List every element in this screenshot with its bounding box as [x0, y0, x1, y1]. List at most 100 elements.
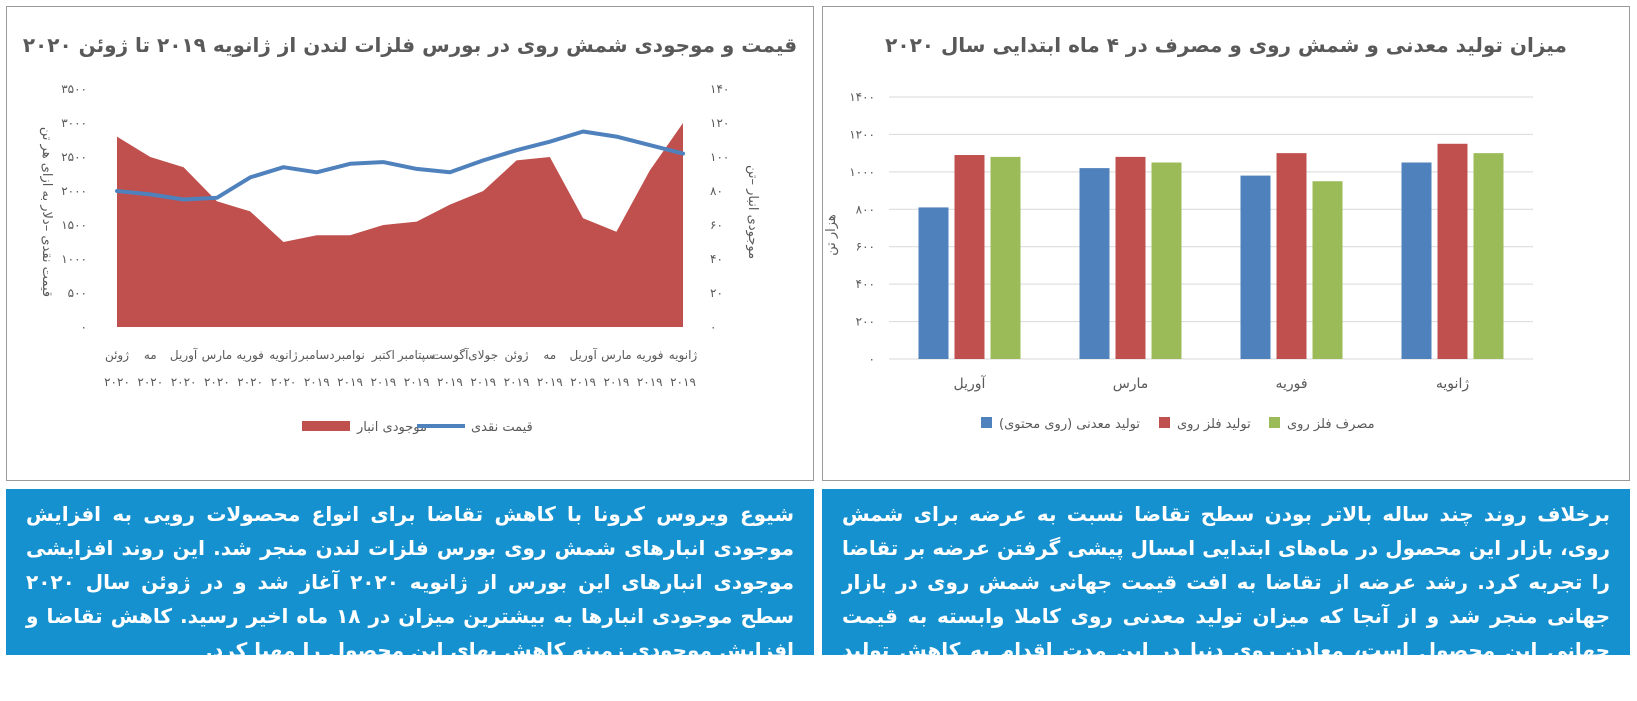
x-category-label: فوریه — [1275, 376, 1307, 392]
left-y-tick-label: ۲۰۰۰ — [61, 184, 87, 198]
legend-swatch-mine — [981, 417, 992, 428]
x-tick-year-label: ۲۰۱۹ — [670, 375, 696, 389]
x-tick-month-label: ژانویه — [669, 348, 698, 363]
left-chart-area-series — [117, 123, 683, 327]
bar-consumption — [1151, 162, 1182, 359]
legend-label-consumption: مصرف فلز روی — [1287, 417, 1375, 432]
left-axis-title-right: موجودی انبار –تن — [745, 165, 760, 259]
right-y-tick-label: ۱۰۰ — [710, 150, 729, 164]
x-tick-month-label: آگوست — [431, 347, 469, 363]
x-tick-year-label: ۲۰۱۹ — [637, 375, 663, 389]
right-y-tick-label: ۲۰ — [710, 286, 723, 300]
bar-metal — [1115, 156, 1146, 359]
x-tick-year-label: ۲۰۱۹ — [504, 375, 530, 389]
left-chart-left-axis: ۰ ۵۰۰ ۱۰۰۰ ۱۵۰۰ ۲۰۰۰ ۲۵۰۰ ۳۰۰۰ ۳۵۰۰ — [61, 82, 87, 334]
x-tick-year-label: ۲۰۲۰ — [204, 375, 230, 389]
x-tick-month-label: مارس — [202, 348, 233, 363]
bar-mine — [918, 207, 949, 359]
x-tick-year-label: ۲۰۲۰ — [137, 375, 163, 389]
left-chart-svg: ۰ ۵۰۰ ۱۰۰۰ ۱۵۰۰ ۲۰۰۰ ۲۵۰۰ ۳۰۰۰ ۳۵۰۰ ۰ ۲۰ ۴۰ ۶۰ ۸۰ ۱۰… — [39, 82, 760, 435]
legend-label-price: قیمت نقدی — [471, 420, 533, 435]
left-y-tick-label: ۱۰۰۰ — [61, 252, 87, 266]
x-tick-year-label: ۲۰۱۹ — [404, 375, 430, 389]
legend-swatch-consumption — [1269, 417, 1280, 428]
bar-consumption — [1473, 153, 1504, 359]
x-tick-month-label: ژانویه — [269, 348, 298, 363]
x-tick-month-label: ژوئن — [105, 348, 129, 363]
right-y-tick-label: ۶۰ — [710, 218, 723, 232]
right-y-tick-label: ۸۰۰ — [856, 202, 875, 216]
right-y-tick-label: ۰ — [869, 352, 875, 366]
right-chart-gridlines — [889, 96, 1533, 360]
x-tick-month-label: مارس — [601, 348, 632, 363]
left-y-tick-label: ۲۵۰۰ — [61, 150, 87, 164]
left-chart-legend: موجودی انبار قیمت نقدی — [302, 420, 533, 435]
price-line — [115, 129, 685, 202]
right-chart-y-axis: ۰ ۲۰۰ ۴۰۰ ۶۰۰ ۸۰۰ ۱۰۰۰ ۱۲۰۰ ۱۴۰۰ — [849, 90, 875, 366]
right-axis-title: هزار تن — [824, 214, 839, 256]
bar-mine — [1079, 168, 1110, 359]
right-y-tick-label: ۰ — [710, 320, 716, 334]
x-tick-month-label: سپتامبر — [397, 348, 436, 363]
x-tick-year-label: ۲۰۲۰ — [104, 375, 130, 389]
legend-label-mine: تولید معدنی (روی محتوی) — [999, 417, 1140, 432]
right-chart-title: میزان تولید معدنی و شمش روی و مصرف در ۴ … — [885, 33, 1567, 57]
right-chart-panel: میزان تولید معدنی و شمش روی و مصرف در ۴ … — [822, 6, 1630, 481]
right-chart-x-axis: ژانویه فوریه مارس آوریل — [954, 375, 1470, 392]
x-tick-month-label: اکتبر — [371, 348, 395, 363]
x-category-label: مارس — [1113, 376, 1149, 392]
right-y-tick-label: ۱۲۰ — [710, 116, 729, 130]
x-tick-year-label: ۲۰۱۹ — [604, 375, 630, 389]
bar-metal — [1437, 143, 1468, 359]
right-chart-legend: تولید معدنی (روی محتوی) تولید فلز روی مص… — [981, 417, 1375, 432]
x-tick-month-label: آوریل — [569, 347, 597, 363]
bar-metal — [954, 155, 985, 359]
x-tick-month-label: نوامبر — [334, 348, 365, 363]
left-y-tick-label: ۵۰۰ — [68, 286, 87, 300]
right-y-tick-label: ۱۰۰۰ — [849, 165, 875, 179]
bar-mine — [1240, 175, 1271, 359]
left-chart-title: قیمت و موجودی شمش روی در بورس فلزات لندن… — [22, 33, 798, 57]
left-chart-line-series — [115, 129, 685, 202]
x-tick-month-label: آوریل — [170, 347, 198, 363]
legend-swatch-metal — [1159, 417, 1170, 428]
left-y-tick-label: ۳۵۰۰ — [61, 82, 87, 96]
right-y-tick-label: ۱۲۰۰ — [849, 127, 875, 141]
left-y-tick-label: ۳۰۰۰ — [61, 116, 87, 130]
left-axis-title-left: قیمت نقدی –دلار به ازای هر تن — [39, 127, 54, 297]
left-chart-right-axis: ۰ ۲۰ ۴۰ ۶۰ ۸۰ ۱۰۰ ۱۲۰ ۱۴۰ — [710, 82, 729, 334]
right-y-tick-label: ۸۰ — [710, 184, 723, 198]
x-tick-year-label: ۲۰۱۹ — [537, 375, 563, 389]
bar-consumption — [990, 156, 1021, 359]
x-tick-year-label: ۲۰۱۹ — [337, 375, 363, 389]
left-chart-panel: قیمت و موجودی شمش روی در بورس فلزات لندن… — [6, 6, 814, 481]
right-y-tick-label: ۱۴۰۰ — [849, 90, 875, 104]
x-tick-month-label: مه — [543, 348, 556, 362]
x-tick-month-label: جولای — [468, 348, 498, 363]
bar-metal — [1276, 153, 1307, 359]
x-tick-year-label: ۲۰۱۹ — [370, 375, 396, 389]
left-y-tick-label: ۰ — [81, 320, 87, 334]
left-caption: شیوع ویروس کرونا با کاهش تقاضا برای انوا… — [6, 489, 814, 662]
x-tick-year-label: ۲۰۲۰ — [171, 375, 197, 389]
x-tick-month-label: دسامبر — [298, 348, 335, 363]
left-chart-x-axis: ژانویه ۲۰۱۹ فوریه ۲۰۱۹ مارس ۲۰۱۹ آوریل ۲۰۱۹ مه ۲۰… — [104, 347, 697, 389]
x-tick-year-label: ۲۰۲۰ — [237, 375, 263, 389]
inventory-area — [117, 123, 683, 327]
legend-label-inventory: موجودی انبار — [356, 420, 427, 435]
legend-swatch-price — [417, 424, 465, 428]
x-tick-year-label: ۲۰۱۹ — [570, 375, 596, 389]
right-chart-bars — [918, 143, 1504, 359]
x-category-label: ژانویه — [1436, 376, 1469, 392]
right-chart-svg: ۰ ۲۰۰ ۴۰۰ ۶۰۰ ۸۰۰ ۱۰۰۰ ۱۲۰۰ ۱۴۰۰ ژانویه فوریه مار… — [824, 90, 1533, 432]
left-y-tick-label: ۱۵۰۰ — [61, 218, 87, 232]
right-y-tick-label: ۲۰۰ — [856, 315, 875, 329]
right-y-tick-label: ۶۰۰ — [856, 240, 875, 254]
x-tick-month-label: فوریه — [236, 348, 264, 363]
x-tick-month-label: ژوئن — [504, 348, 528, 363]
legend-swatch-inventory — [302, 421, 350, 431]
x-tick-year-label: ۲۰۱۹ — [437, 375, 463, 389]
right-y-tick-label: ۴۰ — [710, 252, 723, 266]
bar-mine — [1401, 162, 1432, 359]
x-category-label: آوریل — [954, 375, 987, 392]
